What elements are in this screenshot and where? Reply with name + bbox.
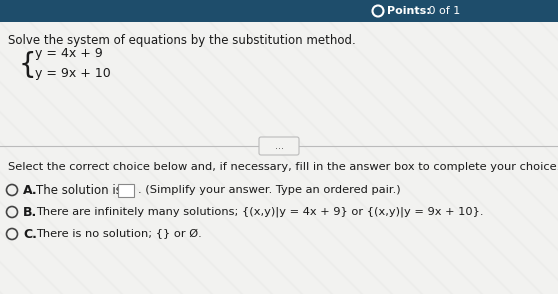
Text: B.: B. (23, 206, 37, 218)
Text: Solve the system of equations by the substitution method.: Solve the system of equations by the sub… (8, 34, 356, 47)
Text: y = 9x + 10: y = 9x + 10 (35, 68, 110, 81)
Text: C.: C. (23, 228, 37, 240)
Text: There is no solution; {} or Ø.: There is no solution; {} or Ø. (36, 229, 202, 239)
Text: Select the correct choice below and, if necessary, fill in the answer box to com: Select the correct choice below and, if … (8, 162, 558, 172)
Text: . (Simplify your answer. Type an ordered pair.): . (Simplify your answer. Type an ordered… (138, 185, 401, 195)
Text: y = 4x + 9: y = 4x + 9 (35, 48, 103, 61)
Text: ...: ... (275, 141, 283, 151)
Bar (0, 0, 558, 22)
Text: 0 of 1: 0 of 1 (425, 6, 460, 16)
Text: $\{$: $\{$ (18, 49, 34, 79)
FancyBboxPatch shape (259, 137, 299, 155)
FancyBboxPatch shape (118, 184, 134, 197)
Text: Points:: Points: (387, 6, 431, 16)
Text: There are infinitely many solutions; {(x,y)|y = 4x + 9} or {(x,y)|y = 9x + 10}.: There are infinitely many solutions; {(x… (36, 207, 483, 217)
Text: A.: A. (23, 183, 37, 196)
Text: The solution is: The solution is (36, 183, 122, 196)
